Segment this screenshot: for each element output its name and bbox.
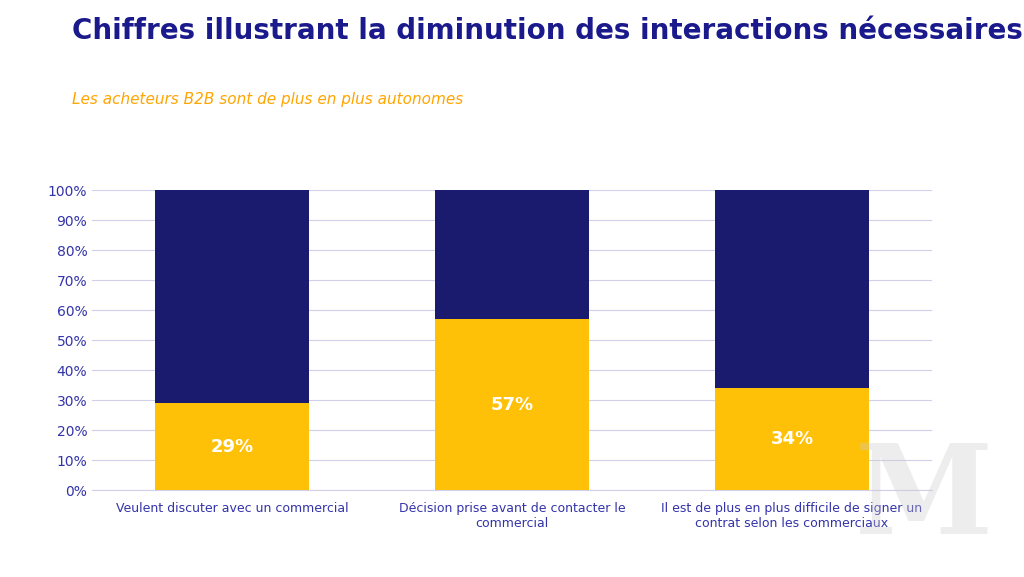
Bar — [155, 403, 309, 490]
Bar — [435, 320, 589, 490]
Bar — [435, 190, 589, 320]
Text: 57%: 57% — [490, 396, 534, 414]
Bar — [715, 190, 868, 388]
Text: M: M — [855, 439, 993, 560]
Bar — [155, 190, 309, 403]
Bar — [715, 388, 868, 490]
Text: Les acheteurs B2B sont de plus en plus autonomes: Les acheteurs B2B sont de plus en plus a… — [72, 92, 463, 107]
Text: Chiffres illustrant la diminution des interactions nécessaires à la vente B2B: Chiffres illustrant la diminution des in… — [72, 17, 1024, 46]
Text: 34%: 34% — [770, 430, 813, 448]
Text: 29%: 29% — [211, 438, 254, 456]
